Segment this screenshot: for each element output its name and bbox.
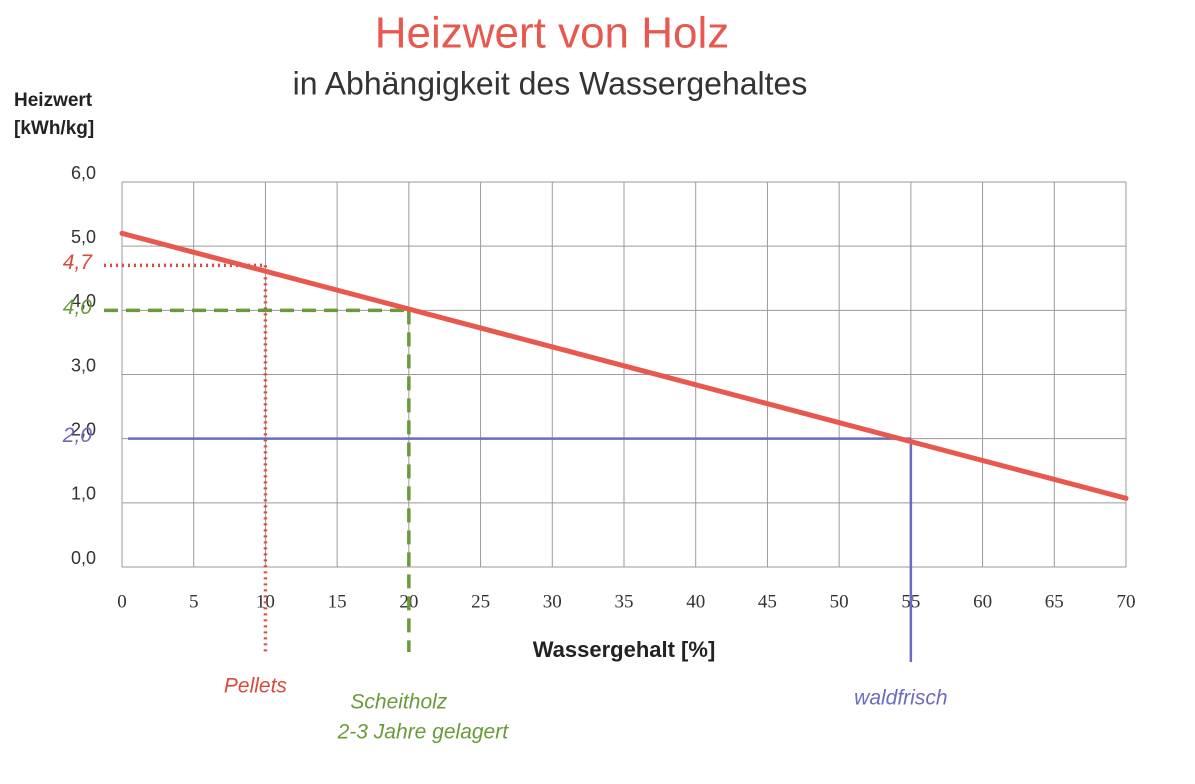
- x-tick-label: 0: [117, 591, 127, 612]
- y-tick-label: 0,0: [71, 548, 96, 568]
- y-axis-label: Heizwert: [14, 90, 93, 111]
- reference-label: Pellets: [224, 675, 288, 698]
- chart-title: Heizwert von Holz: [375, 9, 730, 58]
- y-tick-label: 2,0: [71, 419, 96, 439]
- reference-sublabel: 2-3 Jahre gelagert: [337, 721, 510, 744]
- x-tick-label: 50: [830, 591, 849, 612]
- y-tick-label: 4,0: [71, 291, 96, 311]
- reference-label: waldfrisch: [854, 687, 947, 710]
- x-tick-label: 35: [615, 591, 634, 612]
- reference-value-label: 4,7: [63, 251, 94, 274]
- reference-value-label: 4,0: [63, 296, 93, 319]
- chart-subtitle: in Abhängigkeit des Wassergehaltes: [293, 65, 808, 101]
- x-tick-label: 25: [471, 591, 490, 612]
- x-tick-label: 15: [328, 591, 347, 612]
- x-tick-label: 30: [543, 591, 562, 612]
- y-tick-label: 3,0: [71, 355, 96, 375]
- data-line: [119, 230, 1129, 501]
- x-axis-label: Wassergehalt [%]: [533, 637, 716, 662]
- reference-value-label: 2,0: [62, 424, 93, 447]
- x-tick-label: 5: [189, 591, 199, 612]
- x-tick-label: 70: [1117, 591, 1136, 612]
- y-axis-label: [kWh/kg]: [14, 118, 94, 139]
- y-tick-label: 1,0: [71, 484, 96, 504]
- x-tick-label: 45: [758, 591, 777, 612]
- x-tick-label: 65: [1045, 591, 1064, 612]
- x-tick-label: 40: [686, 591, 705, 612]
- reference-label: Scheitholz: [350, 691, 447, 714]
- y-tick-label: 5,0: [71, 227, 96, 247]
- y-tick-label: 6,0: [71, 163, 96, 183]
- x-tick-label: 60: [973, 591, 992, 612]
